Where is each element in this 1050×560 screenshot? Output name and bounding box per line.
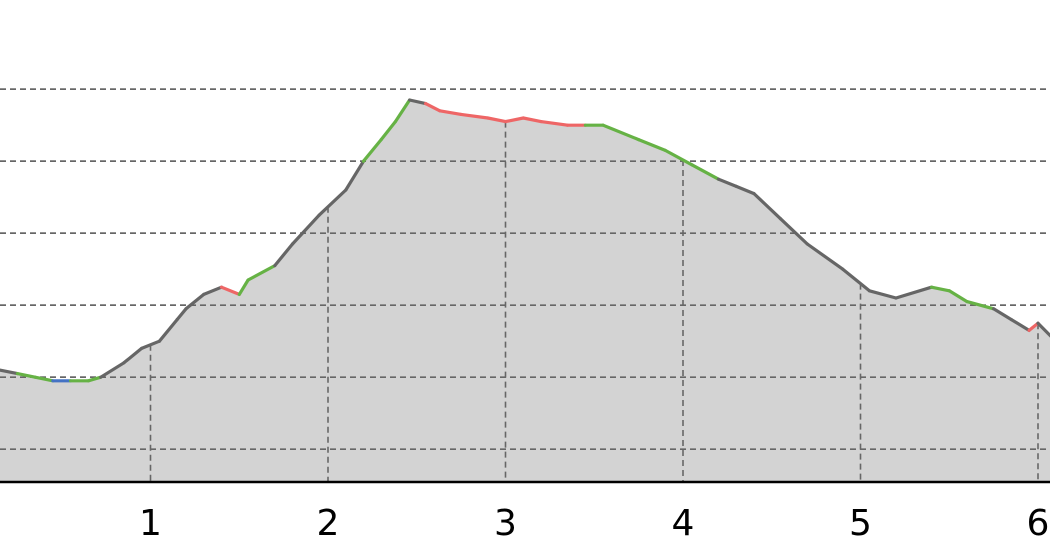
profile-segment-steep (202, 285, 224, 296)
profile-segment-steep (716, 177, 738, 188)
profile-segment-flat (503, 116, 525, 124)
profile-segment-moderate (929, 285, 951, 293)
profile-segment-steep (805, 242, 845, 271)
profile-segment-steep (408, 98, 428, 106)
profile-segment-steep (99, 361, 126, 379)
profile-segment-steep (140, 339, 161, 350)
profile-segment-flat (424, 101, 442, 113)
profile-segment-steep (991, 307, 1014, 322)
profile-segment-moderate (947, 289, 969, 304)
profile-segment-moderate (33, 375, 55, 383)
profile-segment-moderate (246, 264, 277, 282)
profile-segment-moderate (86, 375, 103, 383)
profile-segment-steep (0, 368, 19, 376)
profile-segment-steep (841, 267, 872, 293)
x-tick-label: 3 (494, 503, 517, 544)
profile-segment-flat (459, 112, 490, 120)
profile-segment-steep (122, 346, 144, 365)
profile-segment-steep (184, 292, 206, 311)
profile-segment-moderate (601, 123, 641, 142)
x-tick-label: 6 (1027, 503, 1050, 544)
profile-segment-steep (778, 217, 809, 246)
profile-segment-flat (1027, 321, 1040, 332)
x-axis-tick-labels: 1 2 3 4 5 6 (139, 503, 1049, 544)
profile-segment-moderate (393, 98, 412, 124)
profile-segment-steep (157, 318, 179, 343)
profile-segment-moderate (690, 163, 721, 181)
x-tick-label: 5 (849, 503, 872, 544)
profile-segment-flat (486, 116, 508, 124)
profile-segment-moderate (663, 148, 694, 167)
x-tick-label: 4 (672, 503, 695, 544)
profile-segment-steep (1009, 318, 1031, 332)
profile-segment-flat (219, 285, 241, 296)
elevation-area (0, 88, 1050, 482)
profile-segment-steep (344, 159, 366, 192)
profile-segment-steep (273, 242, 295, 268)
profile-segment-moderate (361, 138, 383, 163)
x-tick-label: 1 (139, 503, 162, 544)
profile-segment-moderate (15, 372, 37, 379)
profile-segment-moderate (237, 278, 250, 296)
profile-segment-steep (894, 285, 934, 300)
profile-segment-flat (521, 116, 543, 124)
profile-segment-steep (317, 188, 348, 217)
profile-segment-steep (175, 307, 188, 322)
x-tick-label: 2 (317, 503, 340, 544)
elevation-line (0, 98, 1050, 383)
profile-segment-steep (867, 289, 898, 300)
profile-segment-flat (438, 109, 463, 117)
elevation-fill (0, 100, 1050, 482)
profile-segment-moderate (636, 138, 667, 152)
profile-segment-steep (290, 213, 321, 246)
profile-segment-moderate (965, 300, 996, 311)
profile-segment-flat (539, 119, 570, 127)
profile-segment-steep (752, 192, 783, 221)
profile-segment-steep (734, 184, 756, 196)
profile-segment-moderate (379, 119, 397, 142)
